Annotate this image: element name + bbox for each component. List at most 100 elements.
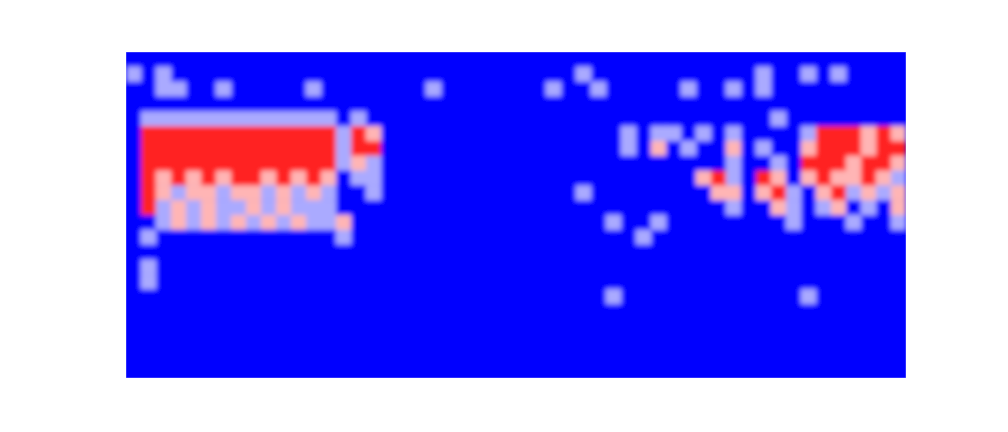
heatmap-cell [171, 363, 187, 378]
heatmap-cell [771, 96, 787, 111]
heatmap-cell [351, 52, 367, 67]
heatmap-cell [576, 52, 592, 67]
heatmap-cell [126, 126, 142, 141]
heatmap-cell [561, 245, 577, 260]
heatmap-cell [276, 319, 292, 334]
heatmap-cell [231, 185, 247, 200]
heatmap-cell [291, 82, 307, 97]
heatmap-cell [411, 96, 427, 111]
heatmap-cell [636, 245, 652, 260]
heatmap-cell [786, 82, 802, 97]
heatmap-cell [201, 52, 217, 67]
heatmap-cell [576, 185, 592, 200]
heatmap-cell [516, 304, 532, 319]
heatmap-cell [651, 363, 667, 378]
heatmap-cell [126, 111, 142, 126]
heatmap-cell [306, 215, 322, 230]
heatmap-cell [771, 156, 787, 171]
heatmap-cell [141, 304, 157, 319]
heatmap-cell [486, 274, 502, 289]
heatmap-cell [141, 111, 157, 126]
heatmap-cell [381, 363, 397, 378]
heatmap-cell [441, 126, 457, 141]
heatmap-cell [321, 126, 337, 141]
heatmap-cell [216, 348, 232, 363]
heatmap-cell [561, 215, 577, 230]
heatmap-cell [501, 52, 517, 67]
heatmap-cell [621, 171, 637, 186]
heatmap-cell [321, 185, 337, 200]
heatmap-cell [861, 215, 877, 230]
heatmap-cell [396, 67, 412, 82]
heatmap-cell [711, 304, 727, 319]
heatmap-cell [156, 245, 172, 260]
heatmap-cell [411, 215, 427, 230]
heatmap-cell [876, 319, 892, 334]
heatmap-cell [366, 185, 382, 200]
heatmap-cell [351, 245, 367, 260]
heatmap-cell [156, 82, 172, 97]
heatmap-cell [171, 319, 187, 334]
heatmap-cell [291, 200, 307, 215]
heatmap-cell [876, 289, 892, 304]
heatmap-cell [186, 215, 202, 230]
heatmap-cell [831, 289, 847, 304]
heatmap-cell [126, 96, 142, 111]
heatmap-cell [741, 363, 757, 378]
heatmap-cell [741, 259, 757, 274]
heatmap-cell [771, 141, 787, 156]
heatmap-cell [411, 230, 427, 245]
heatmap-cell [231, 348, 247, 363]
heatmap-cell [141, 259, 157, 274]
heatmap-cell [876, 185, 892, 200]
heatmap-cell [456, 82, 472, 97]
heatmap-cell [726, 230, 742, 245]
heatmap-cell [126, 289, 142, 304]
heatmap-cell [276, 363, 292, 378]
heatmap-cell [216, 82, 232, 97]
heatmap-cell [351, 319, 367, 334]
heatmap-cell [456, 348, 472, 363]
heatmap-cell [576, 200, 592, 215]
heatmap-cell [231, 259, 247, 274]
heatmap-cell [621, 363, 637, 378]
heatmap-cell [156, 230, 172, 245]
heatmap-cell [276, 111, 292, 126]
heatmap-cell [561, 274, 577, 289]
heatmap-cell [831, 215, 847, 230]
heatmap-cell [246, 363, 262, 378]
heatmap-cell [606, 156, 622, 171]
heatmap-cell [126, 363, 142, 378]
heatmap-cell [711, 82, 727, 97]
heatmap-cell [666, 200, 682, 215]
heatmap-cell [426, 334, 442, 349]
heatmap-cell [531, 96, 547, 111]
heatmap-cell [651, 289, 667, 304]
heatmap-cell [861, 200, 877, 215]
heatmap-cell [411, 141, 427, 156]
heatmap-cell [441, 289, 457, 304]
heatmap-cell [456, 215, 472, 230]
heatmap-cell [876, 348, 892, 363]
heatmap-cell [771, 67, 787, 82]
heatmap-cell [696, 82, 712, 97]
heatmap-cell [186, 245, 202, 260]
heatmap-cell [471, 200, 487, 215]
heatmap-cell [441, 304, 457, 319]
heatmap-cell [876, 334, 892, 349]
heatmap-cell [426, 245, 442, 260]
heatmap-cell [576, 304, 592, 319]
heatmap-cell [606, 245, 622, 260]
heatmap-cell [366, 96, 382, 111]
heatmap-cell [831, 67, 847, 82]
heatmap-cell [606, 274, 622, 289]
heatmap-cell [276, 171, 292, 186]
heatmap-cell [321, 82, 337, 97]
heatmap-cell [696, 185, 712, 200]
heatmap-cell [501, 230, 517, 245]
heatmap-cell [531, 200, 547, 215]
heatmap-cell [366, 245, 382, 260]
heatmap-cell [186, 289, 202, 304]
heatmap-cell [651, 185, 667, 200]
heatmap-cell [561, 348, 577, 363]
